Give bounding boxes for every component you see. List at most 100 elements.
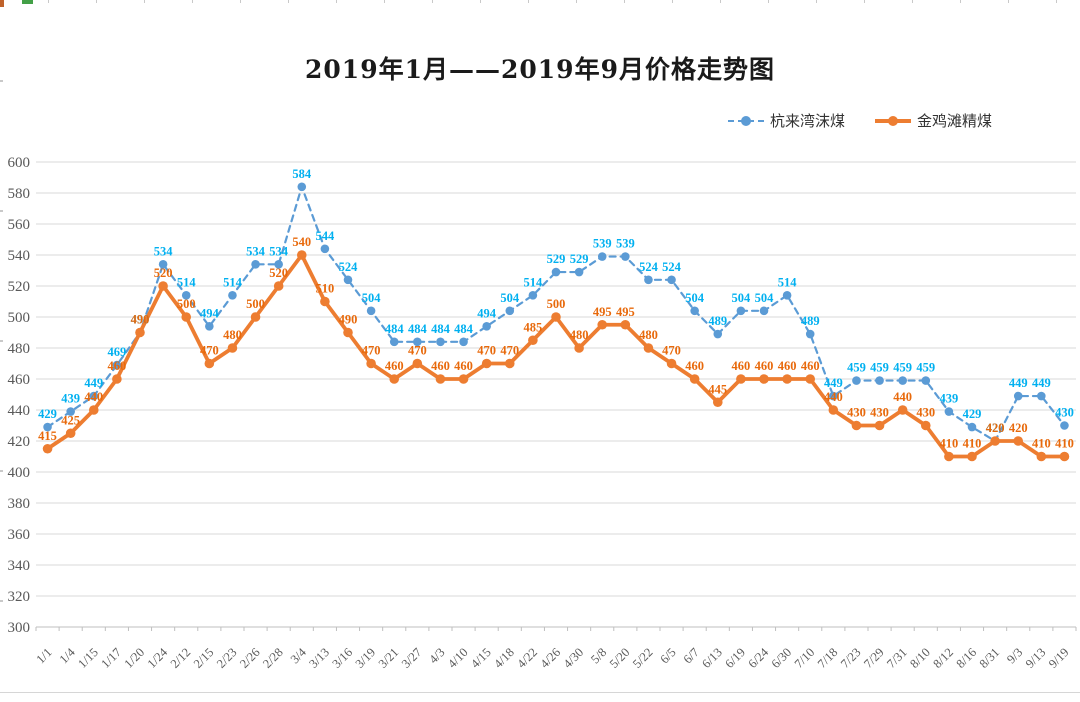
data-point-marker[interactable] [504,358,515,369]
data-point-marker[interactable] [897,405,908,415]
data-point-marker[interactable] [296,250,307,260]
data-point-marker[interactable] [736,374,746,384]
data-point-marker[interactable] [712,397,723,408]
data-point-marker[interactable] [366,306,376,316]
legend-item-hanglaiwan[interactable]: 杭来湾沫煤 [728,110,845,131]
data-point-marker[interactable] [759,374,769,384]
data-point-marker[interactable] [921,376,931,385]
data-point-marker[interactable] [42,443,53,454]
data-point-marker[interactable] [389,374,400,384]
data-point-marker[interactable] [458,374,469,384]
data-point-marker[interactable] [112,374,122,384]
data-point-marker[interactable] [320,296,330,307]
data-point-marker[interactable] [320,244,330,254]
data-point-marker[interactable] [273,281,284,291]
data-point-marker[interactable] [435,374,446,384]
data-point-marker[interactable] [1060,421,1069,430]
data-point-marker[interactable] [1037,391,1046,401]
data-point-marker[interactable] [667,275,676,285]
data-point-marker[interactable] [574,267,584,277]
data-point-marker[interactable] [505,306,515,316]
y-axis[interactable]: 300 320 340 360 380 400 420 440 460 480 500 520 540 5… [8,155,31,636]
data-point-marker[interactable] [666,358,677,369]
data-point-marker[interactable] [343,327,353,338]
data-point-marker[interactable] [967,422,977,432]
data-point-marker[interactable] [805,374,816,384]
data-point-marker[interactable] [620,319,631,330]
data-point-marker[interactable] [967,451,977,462]
data-point-marker[interactable] [228,291,237,300]
data-point-marker[interactable] [43,422,52,432]
data-point-marker[interactable] [690,306,699,316]
data-point-marker[interactable] [65,428,76,439]
y-tick-label: 420 [8,434,31,450]
data-point-marker[interactable] [1059,451,1070,462]
data-point-marker[interactable] [644,275,653,285]
data-point-marker[interactable] [158,281,168,291]
data-point-marker[interactable] [551,312,561,322]
data-point-marker[interactable] [528,291,538,300]
data-point-marker[interactable] [944,451,954,462]
data-point-marker[interactable] [250,312,261,322]
data-point-marker[interactable] [944,407,954,416]
data-point-marker[interactable] [643,343,654,353]
data-point-marker[interactable] [852,376,861,385]
data-point-marker[interactable] [88,405,99,415]
data-point-marker[interactable] [413,337,422,347]
data-point-marker[interactable] [436,337,445,347]
data-point-marker[interactable] [574,343,584,353]
data-point-marker[interactable] [597,252,607,261]
data-point-marker[interactable] [1013,436,1024,446]
data-point-marker[interactable] [689,374,700,384]
legend-item-jinjitan[interactable]: 金鸡滩精煤 [875,110,992,131]
data-point-marker[interactable] [920,420,931,431]
data-point-marker[interactable] [158,260,168,269]
data-point-marker[interactable] [782,374,792,384]
x-tick-label: 4/15 [468,645,494,671]
data-point-marker[interactable] [343,275,353,285]
data-point-marker[interactable] [528,335,538,346]
data-point-marker[interactable] [829,391,838,401]
data-point-marker[interactable] [366,358,376,369]
data-point-marker[interactable] [297,182,307,192]
x-axis[interactable]: 1/1 1/41/151/171/201/242/122/152/232/262/… [33,626,1077,671]
data-point-marker[interactable] [597,319,608,330]
chart-title[interactable]: 2019年1月——2019年9月价格走势图 [305,55,775,84]
data-point-marker[interactable] [782,291,792,300]
data-point-marker[interactable] [251,260,260,269]
data-point-marker[interactable] [805,329,815,339]
data-point-marker[interactable] [227,343,238,353]
data-point-marker[interactable] [1036,451,1047,462]
legend-label: 金鸡滩精煤 [917,113,993,130]
data-point-marker[interactable] [66,407,75,416]
data-point-marker[interactable] [412,358,423,369]
data-point-marker[interactable] [898,376,907,385]
data-point-marker[interactable] [551,267,561,277]
data-point-marker[interactable] [713,329,723,339]
data-point-marker[interactable] [875,376,884,385]
data-point-marker[interactable] [874,420,885,431]
data-point-marker[interactable] [1013,391,1023,401]
data-point-marker[interactable] [759,306,769,316]
legend-dashed-line-marker-icon [728,115,764,126]
data-point-marker[interactable] [135,327,145,338]
data-point-marker[interactable] [181,312,192,322]
data-point-marker[interactable] [851,420,862,431]
data-point-marker[interactable] [389,337,399,347]
data-point-marker[interactable] [274,260,283,269]
data-point-marker[interactable] [990,436,1000,446]
data-point-marker[interactable] [112,360,122,370]
series-jinjitan[interactable] [42,250,1070,462]
data-point-marker[interactable] [482,322,491,331]
data-point-marker[interactable] [736,306,746,316]
data-point-marker[interactable] [459,337,468,347]
data-point-marker[interactable] [89,391,99,401]
data-point-marker[interactable] [481,358,492,369]
data-point-marker[interactable] [828,405,839,415]
series-hanglaiwan[interactable] [43,182,1069,446]
data-point-marker[interactable] [205,322,214,331]
data-point-marker[interactable] [181,291,191,300]
data-point-marker[interactable] [204,358,215,369]
data-point-marker[interactable] [621,252,630,261]
